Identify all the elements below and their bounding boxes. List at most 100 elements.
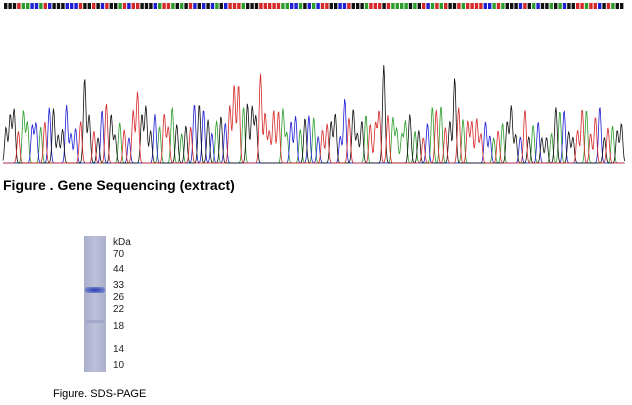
base-call [259, 3, 263, 9]
base-call [8, 3, 12, 9]
base-call [281, 3, 285, 9]
base-call [43, 3, 47, 9]
base-call [140, 3, 144, 9]
base-call [562, 3, 567, 9]
base-call [4, 3, 8, 9]
base-call [254, 3, 259, 9]
base-call [329, 3, 333, 9]
base-call [422, 3, 426, 9]
marker-label: 22 [113, 304, 125, 315]
base-call [166, 3, 171, 9]
base-call [105, 3, 109, 9]
base-call [510, 3, 514, 9]
base-call [518, 3, 523, 9]
base-call [210, 3, 215, 9]
base-call [540, 3, 545, 9]
trace [3, 73, 625, 164]
base-call [611, 3, 615, 9]
base-call [457, 3, 461, 9]
base-call [276, 3, 281, 9]
base-call [391, 3, 395, 9]
base-call [620, 3, 624, 9]
base-call [171, 3, 175, 9]
base-call [527, 3, 531, 9]
base-call [316, 3, 320, 9]
base-call [162, 3, 166, 9]
base-call [224, 3, 228, 9]
base-call [122, 3, 127, 9]
base-call [285, 3, 289, 9]
base-call [52, 3, 56, 9]
base-call [523, 3, 527, 9]
base-call [61, 3, 65, 9]
base-call [413, 3, 417, 9]
base-call [488, 3, 492, 9]
base-call [193, 3, 197, 9]
base-call [369, 3, 373, 9]
base-call [325, 3, 329, 9]
protein-band [85, 287, 105, 293]
base-call [144, 3, 149, 9]
base-call [197, 3, 201, 9]
unit-label: kDa [113, 237, 131, 248]
base-call [466, 3, 470, 9]
base-call [153, 3, 157, 9]
base-call [250, 3, 254, 9]
base-call [501, 3, 505, 9]
faint-band [86, 320, 104, 323]
base-call [114, 3, 118, 9]
base-call [184, 3, 188, 9]
marker-label: 70 [113, 249, 125, 260]
base-call [342, 3, 347, 9]
base-call [567, 3, 571, 9]
base-call [461, 3, 465, 9]
base-call [92, 3, 96, 9]
base-call [356, 3, 360, 9]
base-call [580, 3, 584, 9]
base-call [246, 3, 250, 9]
base-call [188, 3, 193, 9]
gel-caption: Figure. SDS-PAGE [53, 388, 147, 400]
base-call [558, 3, 562, 9]
base-call [263, 3, 267, 9]
base-call [12, 3, 17, 9]
base-call [598, 3, 602, 9]
chromatogram [2, 3, 625, 164]
base-call [290, 3, 294, 9]
base-call [373, 3, 377, 9]
base-call [602, 3, 606, 9]
base-call [439, 3, 443, 9]
base-call [232, 3, 237, 9]
base-call [298, 3, 303, 9]
marker-label: 14 [113, 344, 125, 355]
base-call [294, 3, 298, 9]
base-call [615, 3, 619, 9]
base-call [158, 3, 162, 9]
base-call [400, 3, 404, 9]
base-call [70, 3, 74, 9]
base-call [320, 3, 325, 9]
base-call [351, 3, 355, 9]
base-call [65, 3, 69, 9]
base-call [219, 3, 223, 9]
base-call [307, 3, 311, 9]
base-call [118, 3, 122, 9]
base-call [483, 3, 487, 9]
base-call [496, 3, 501, 9]
base-call [545, 3, 549, 9]
marker-label: 26 [113, 292, 125, 303]
base-call [202, 3, 206, 9]
marker-label: 18 [113, 321, 125, 332]
base-call [83, 3, 87, 9]
base-call [78, 3, 83, 9]
base-call [492, 3, 496, 9]
base-call [364, 3, 369, 9]
base-call [127, 3, 131, 9]
base-call [571, 3, 575, 9]
base-call [109, 3, 113, 9]
base-call [26, 3, 30, 9]
base-call [470, 3, 474, 9]
base-call [382, 3, 386, 9]
base-call [444, 3, 448, 9]
base-call [386, 3, 391, 9]
